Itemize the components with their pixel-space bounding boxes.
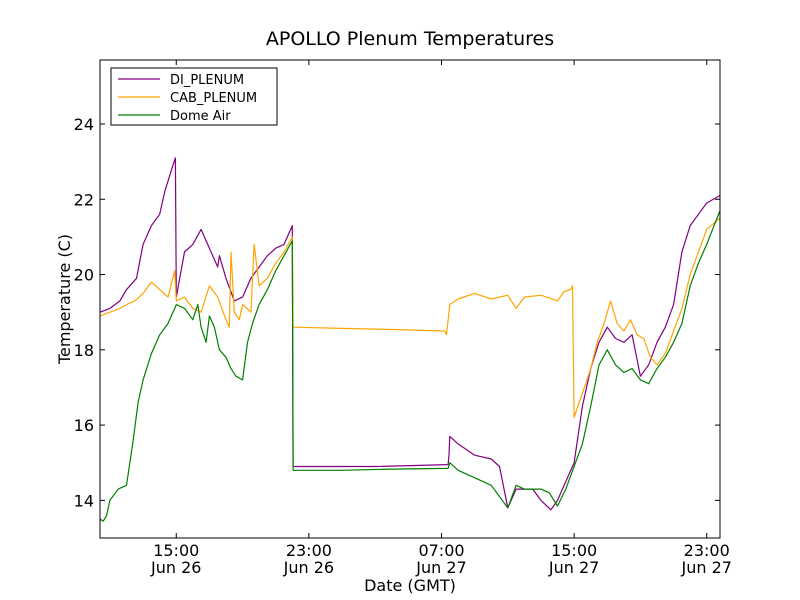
y-tick-label: 14 <box>74 491 94 510</box>
legend: DI_PLENUM CAB_PLENUM Dome Air <box>110 67 278 126</box>
y-axis-label: Temperature (C) <box>55 234 74 365</box>
y-tick-label: 24 <box>74 115 94 134</box>
x-tick-label-date: Jun 27 <box>681 558 732 577</box>
series-line-di-plenum <box>99 157 721 511</box>
y-tick-label: 20 <box>74 266 94 285</box>
y-tick-label: 18 <box>74 341 94 360</box>
chart-title: APOLLO Plenum Temperatures <box>266 28 554 50</box>
x-tick-label-time: 23:00 <box>286 541 332 560</box>
plot-frame <box>99 59 721 539</box>
x-tick-label-time: 23:00 <box>684 541 730 560</box>
x-tick-label-date: Jun 27 <box>548 558 599 577</box>
y-tick-label: 22 <box>74 190 94 209</box>
x-tick-label-date: Jun 26 <box>283 558 334 577</box>
legend-label-dome-air: Dome Air <box>170 109 231 124</box>
plot-series <box>99 157 721 522</box>
x-tick-label-time: 15:00 <box>153 541 199 560</box>
series-line-dome-air <box>99 210 721 522</box>
y-axis: 14 16 18 20 22 24 <box>74 115 720 510</box>
x-tick-label-time: 07:00 <box>418 541 464 560</box>
legend-label-di-plenum: DI_PLENUM <box>170 73 244 88</box>
x-axis-label: Date (GMT) <box>364 576 456 595</box>
series-line-cab-plenum <box>99 217 721 419</box>
x-tick-label-time: 15:00 <box>551 541 597 560</box>
y-tick-label: 16 <box>74 416 94 435</box>
legend-label-cab-plenum: CAB_PLENUM <box>170 91 257 106</box>
x-tick-label-date: Jun 26 <box>150 558 201 577</box>
x-tick-label-date: Jun 27 <box>415 558 466 577</box>
